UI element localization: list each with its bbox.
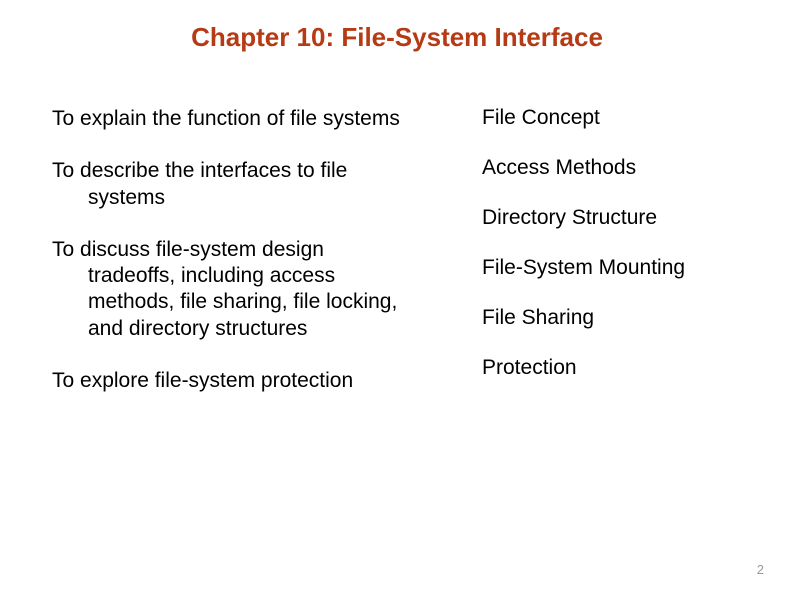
topic-item: Access Methods (482, 156, 742, 180)
slide-title: Chapter 10: File-System Interface (0, 22, 794, 53)
objective-item: To describe the interfaces to file syste… (52, 158, 412, 211)
topic-item: File Sharing (482, 306, 742, 330)
objectives-column: To explain the function of file systems … (52, 106, 412, 420)
topic-item: Directory Structure (482, 206, 742, 230)
topics-column: File Concept Access Methods Directory St… (482, 106, 742, 406)
topic-item: File Concept (482, 106, 742, 130)
topic-item: File-System Mounting (482, 256, 742, 280)
objective-item: To explain the function of file systems (52, 106, 412, 132)
slide: Chapter 10: File-System Interface To exp… (0, 0, 794, 595)
objective-item: To discuss file-system design tradeoffs,… (52, 237, 412, 342)
page-number: 2 (757, 562, 764, 577)
topic-item: Protection (482, 356, 742, 380)
objective-item: To explore file-system protection (52, 368, 412, 394)
